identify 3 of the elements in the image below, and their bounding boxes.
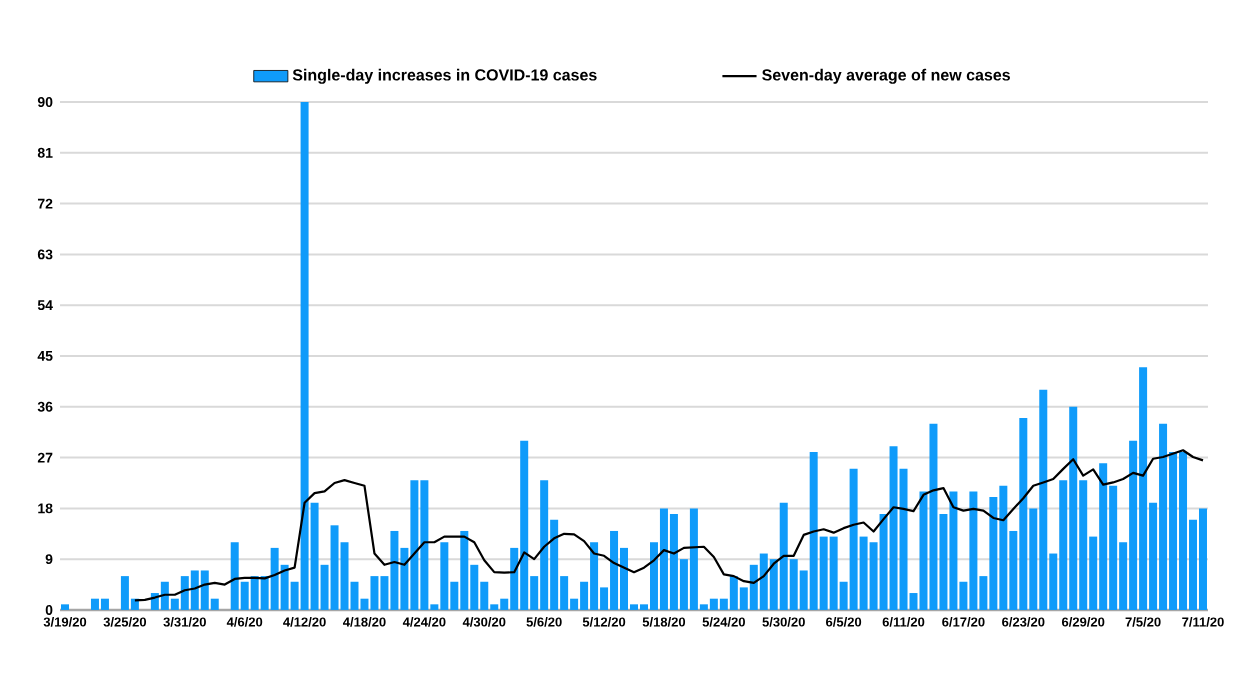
legend-label: Seven-day average of new cases bbox=[762, 68, 1010, 84]
bar bbox=[61, 604, 70, 610]
legend-label: Single-day increases in COVID-19 cases bbox=[292, 68, 597, 84]
